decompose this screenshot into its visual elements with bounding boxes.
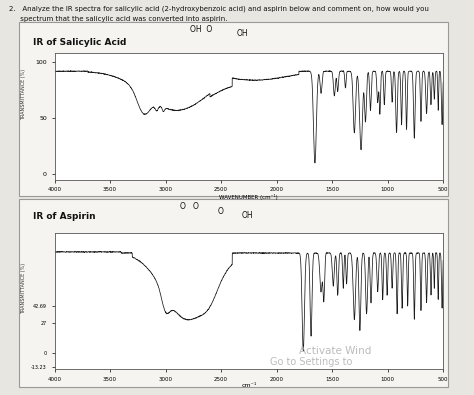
Text: OH  O: OH O: [190, 24, 212, 34]
Text: IR of Salicylic Acid: IR of Salicylic Acid: [33, 38, 127, 47]
X-axis label: WAVENUMBER (cm⁻¹): WAVENUMBER (cm⁻¹): [219, 194, 278, 200]
Text: TRANSMITTANCE (%): TRANSMITTANCE (%): [21, 263, 27, 314]
Text: OH: OH: [237, 29, 249, 38]
Text: Activate Wind: Activate Wind: [299, 346, 371, 356]
Text: TRANSMITTANCE (%): TRANSMITTANCE (%): [21, 69, 27, 120]
Text: O: O: [218, 207, 224, 216]
Text: 2.   Analyze the IR spectra for salicylic acid (2-hydroxybenzoic acid) and aspir: 2. Analyze the IR spectra for salicylic …: [9, 6, 429, 12]
Text: Go to Settings to: Go to Settings to: [270, 357, 353, 367]
Text: OH: OH: [242, 211, 254, 220]
X-axis label: cm⁻¹: cm⁻¹: [241, 384, 256, 388]
Text: IR of Aspirin: IR of Aspirin: [33, 212, 96, 221]
Text: spectrum that the salicylic acid was converted into aspirin.: spectrum that the salicylic acid was con…: [9, 16, 228, 22]
Text: O   O: O O: [180, 202, 199, 211]
